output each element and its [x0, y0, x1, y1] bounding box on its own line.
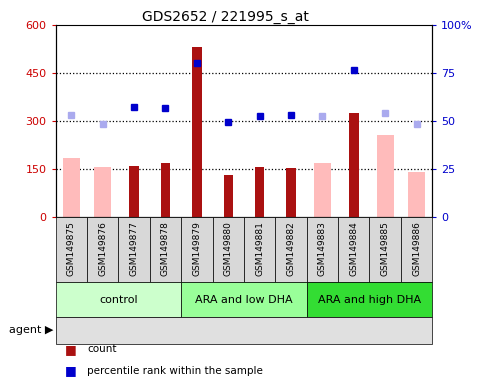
Text: ■: ■	[65, 343, 77, 356]
Bar	[63, 158, 80, 217]
Bar	[213, 217, 244, 282]
Bar	[87, 217, 118, 282]
Text: GSM149877: GSM149877	[129, 222, 139, 276]
Text: GSM149884: GSM149884	[349, 222, 358, 276]
Bar	[56, 282, 181, 317]
Bar	[192, 47, 201, 217]
Bar	[369, 217, 401, 282]
Bar	[286, 168, 296, 217]
Bar	[401, 217, 432, 282]
Bar	[314, 162, 331, 217]
Bar	[56, 217, 87, 282]
Text: ARA and low DHA: ARA and low DHA	[195, 295, 293, 305]
Text: agent ▶: agent ▶	[9, 325, 53, 335]
Bar	[275, 217, 307, 282]
Text: GSM149875: GSM149875	[67, 222, 76, 276]
Bar	[161, 162, 170, 217]
Text: GSM149883: GSM149883	[318, 222, 327, 276]
Bar	[181, 282, 307, 317]
Bar	[408, 172, 425, 217]
Bar	[244, 217, 275, 282]
Bar	[150, 217, 181, 282]
Bar	[255, 167, 264, 217]
Bar	[349, 113, 358, 217]
Bar	[129, 166, 139, 217]
Bar	[338, 217, 369, 282]
Text: percentile rank within the sample: percentile rank within the sample	[87, 366, 263, 376]
Text: GSM149882: GSM149882	[286, 222, 296, 276]
Text: GSM149880: GSM149880	[224, 222, 233, 276]
Text: GSM149886: GSM149886	[412, 222, 421, 276]
Bar	[181, 217, 213, 282]
Text: count: count	[87, 344, 116, 354]
Bar	[307, 217, 338, 282]
Bar	[94, 167, 111, 217]
Text: GSM149881: GSM149881	[255, 222, 264, 276]
Bar	[307, 282, 432, 317]
Text: control: control	[99, 295, 138, 305]
Bar	[118, 217, 150, 282]
Title: GDS2652 / 221995_s_at: GDS2652 / 221995_s_at	[142, 10, 309, 24]
Text: GSM149885: GSM149885	[381, 222, 390, 276]
Text: ■: ■	[65, 364, 77, 377]
Text: GSM149876: GSM149876	[98, 222, 107, 276]
Text: GSM149879: GSM149879	[192, 222, 201, 276]
Bar	[377, 136, 394, 217]
Text: ARA and high DHA: ARA and high DHA	[318, 295, 421, 305]
Bar	[224, 175, 233, 217]
Text: GSM149878: GSM149878	[161, 222, 170, 276]
